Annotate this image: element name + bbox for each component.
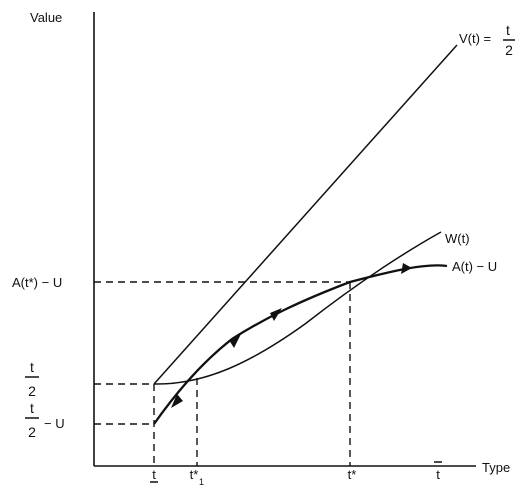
a-curve xyxy=(153,264,448,425)
y-axis-label: Value xyxy=(30,10,62,25)
xtick-t-high: t xyxy=(436,467,440,482)
xtick-t-star: t* xyxy=(348,467,357,482)
a-curve-label: A(t) − U xyxy=(452,259,497,274)
w-curve-label: W(t) xyxy=(445,231,470,246)
v-line xyxy=(153,44,458,385)
xtick-t1-star: t* xyxy=(190,467,199,482)
w-curve xyxy=(153,231,442,385)
arrow-right-toward-tstar xyxy=(401,263,412,274)
ytick-low-num: t xyxy=(30,400,34,416)
ytick-mid-num: t xyxy=(30,359,34,375)
arrow-up-1 xyxy=(229,334,241,348)
v-frac-num: t xyxy=(506,22,510,38)
x-axis-label: Type xyxy=(482,460,510,475)
arrow-up-2 xyxy=(270,308,282,321)
v-frac-den: 2 xyxy=(505,42,513,58)
ytick-low-den: 2 xyxy=(28,424,36,440)
ytick-upper: A(t*) − U xyxy=(12,275,62,290)
v-line-label: V(t) = xyxy=(459,31,491,46)
xtick-t-low: t xyxy=(152,467,156,482)
xtick-t1-sub: 1 xyxy=(199,477,204,486)
ytick-low-suffix: − U xyxy=(44,416,65,431)
ytick-mid-den: 2 xyxy=(28,383,36,399)
arrow-left-down xyxy=(171,394,183,408)
